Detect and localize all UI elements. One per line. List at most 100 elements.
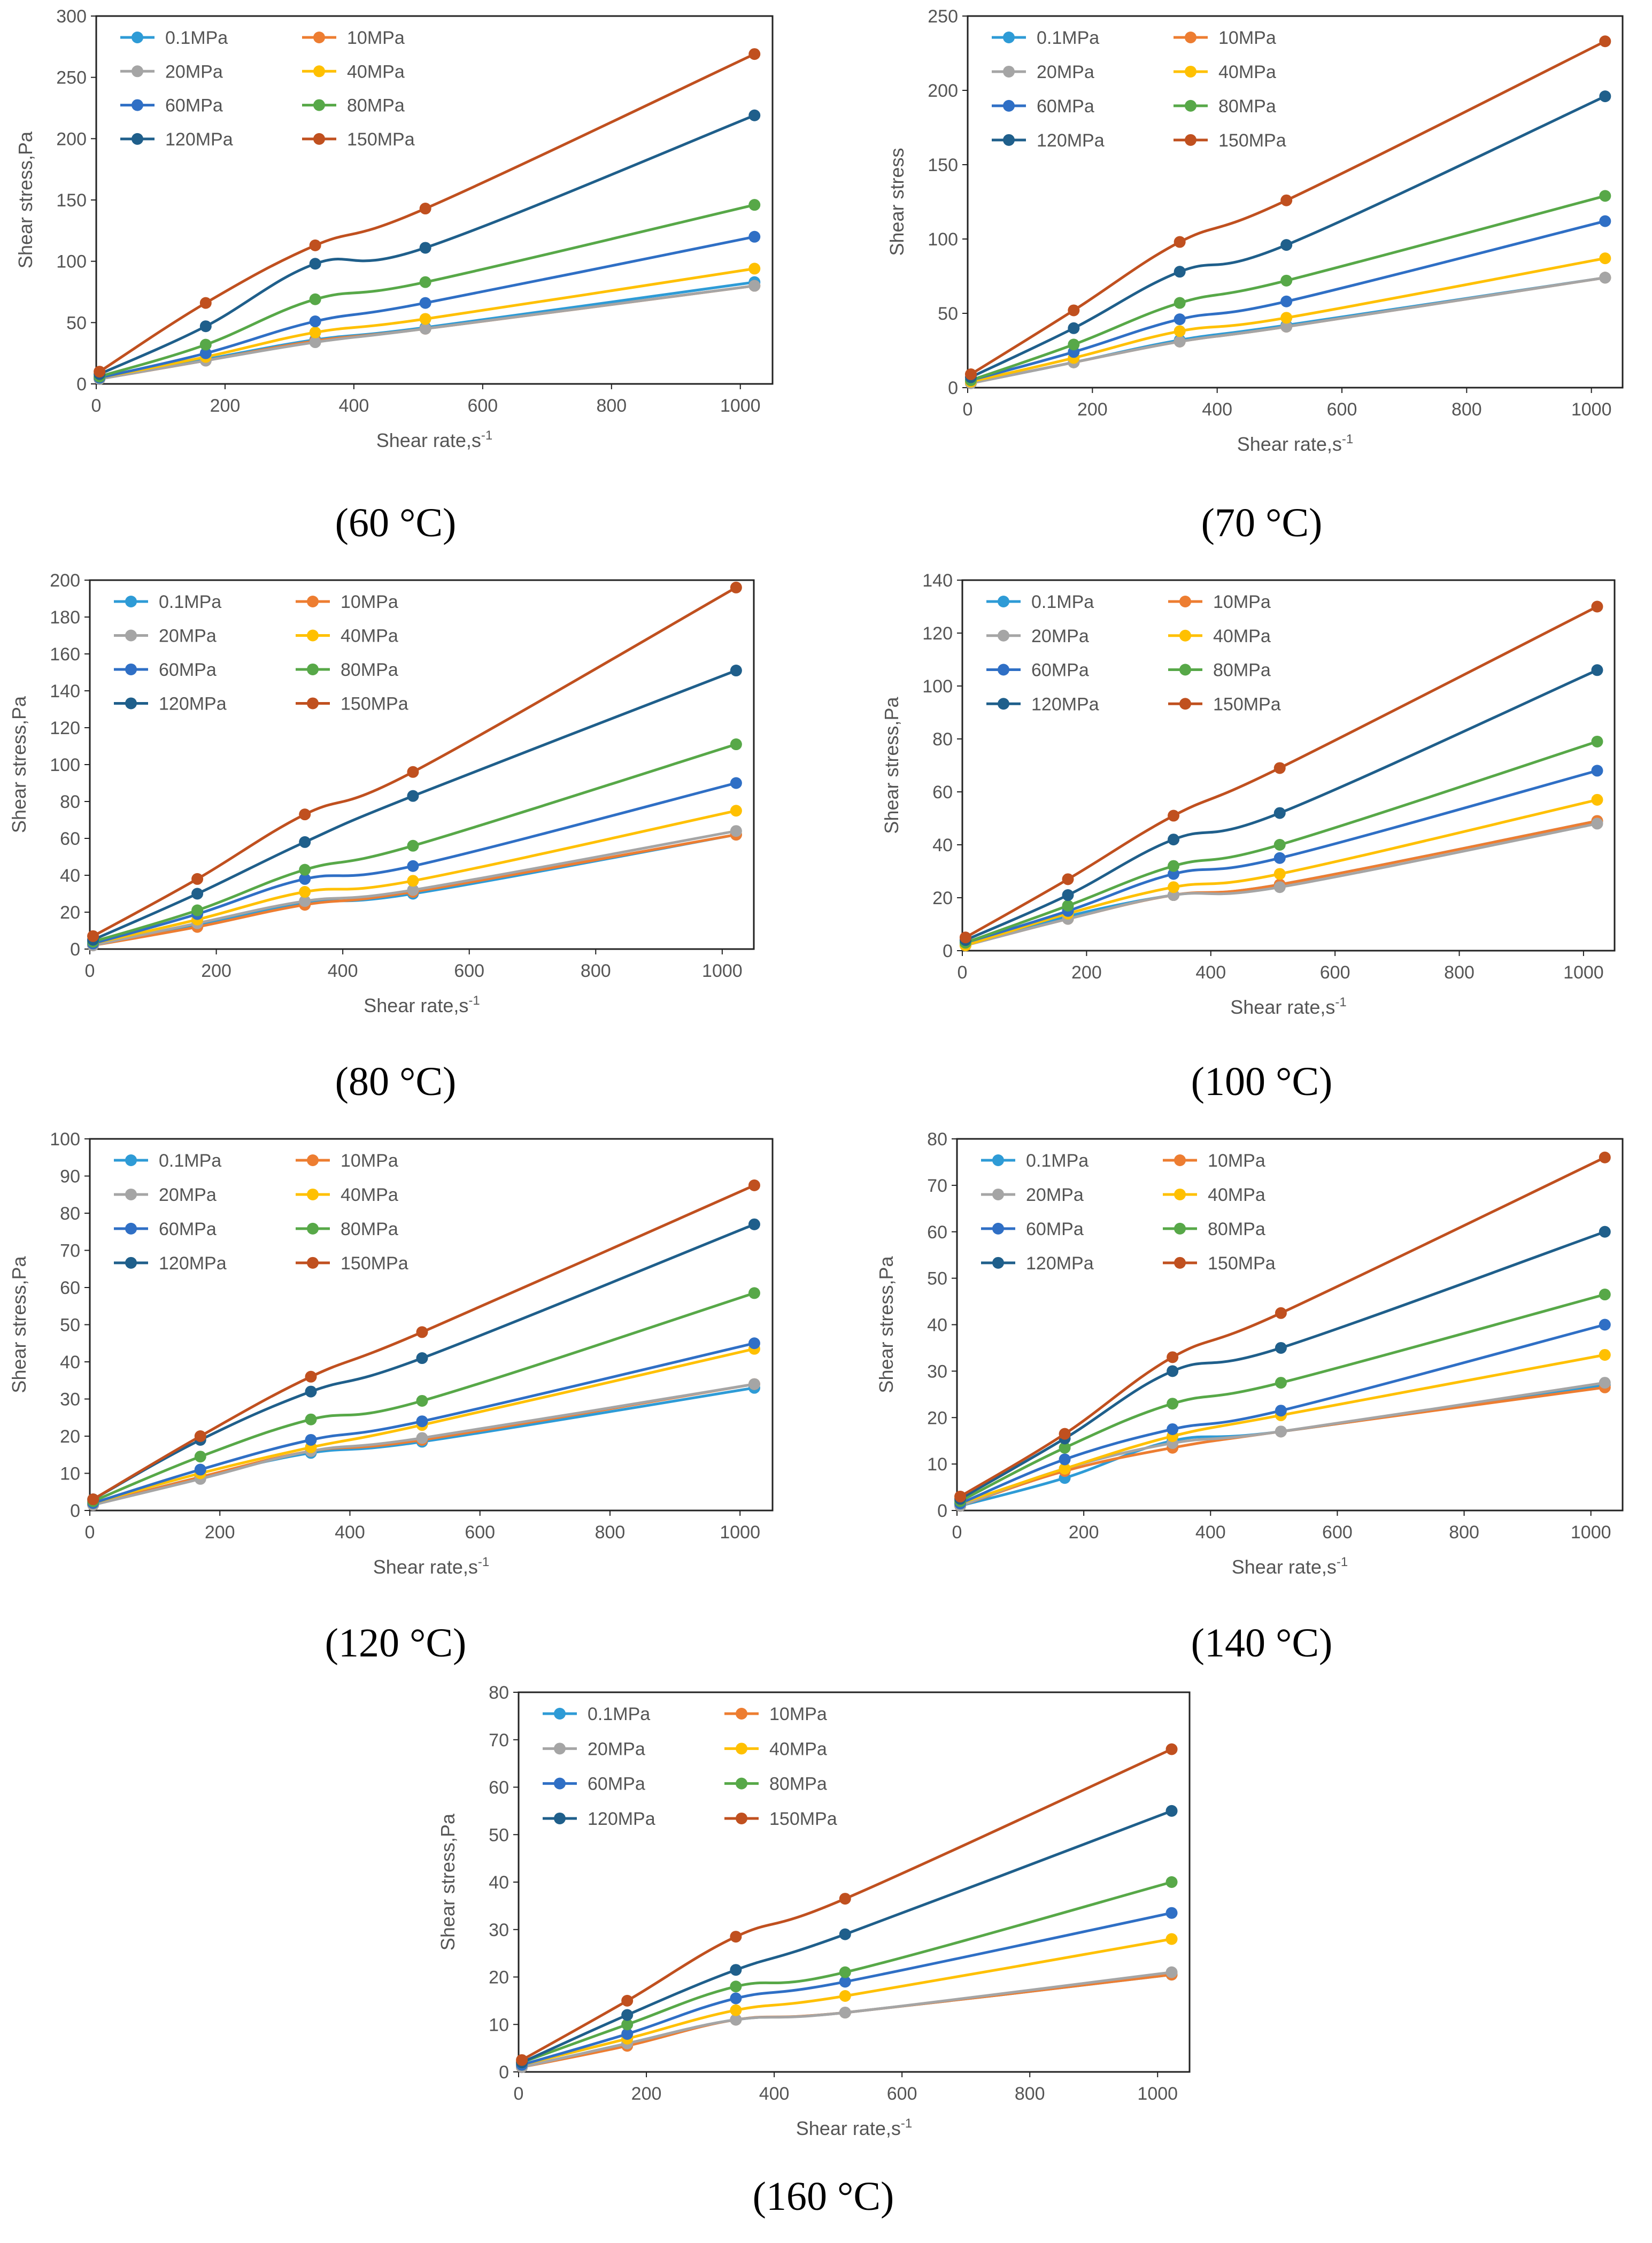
legend-swatch-marker <box>554 1743 566 1755</box>
y-tick-label: 10 <box>60 1464 80 1484</box>
legend-swatch-marker <box>1174 1188 1186 1200</box>
data-point-150MPa <box>1165 1743 1178 1755</box>
data-point-40MPa <box>730 2004 742 2016</box>
x-tick-label: 800 <box>595 1522 626 1543</box>
legend-entry-80MPa: 80MPa <box>769 1774 827 1794</box>
x-tick-label: 800 <box>581 961 611 981</box>
data-point-120MPa <box>621 2009 634 2021</box>
y-tick-label: 100 <box>50 755 80 775</box>
legend-swatch-marker <box>125 1154 137 1166</box>
data-point-20MPa <box>407 884 419 896</box>
x-tick-label: 400 <box>1195 1522 1226 1543</box>
series-line-120MPa <box>959 1230 1605 1500</box>
data-point-20MPa <box>416 1432 428 1444</box>
data-point-80MPa <box>1167 1398 1179 1410</box>
y-axis-label: Shear stress,Pa <box>8 1255 30 1393</box>
x-axis-label: Shear rate,s-1 <box>796 2116 912 2139</box>
legend-swatch-marker <box>125 1222 137 1235</box>
legend-entry-40MPa: 40MPa <box>347 61 405 82</box>
series-line-60MPa <box>92 1342 755 1505</box>
data-point-150MPa <box>1591 600 1603 613</box>
data-point-80MPa <box>730 738 742 751</box>
series-line-120MPa <box>521 1809 1172 2064</box>
legend-swatch-marker <box>125 629 137 642</box>
y-tick-label: 20 <box>489 1968 509 1988</box>
x-tick-label: 800 <box>1452 399 1482 420</box>
series-line-80MPa <box>92 1292 755 1502</box>
legend-swatch-marker <box>125 1257 137 1269</box>
caption-160c: (160 °C) <box>752 2174 894 2219</box>
data-point-40MPa <box>299 886 311 898</box>
data-point-150MPa <box>194 1430 206 1442</box>
series-line-20MPa <box>965 822 1597 947</box>
data-point-150MPa <box>87 1493 99 1506</box>
legend-entry-40MPa: 40MPa <box>769 1739 827 1759</box>
legend-swatch-marker <box>992 1154 1004 1166</box>
data-point-120MPa <box>1068 322 1080 334</box>
legend-entry-20MPa: 20MPa <box>1031 626 1089 646</box>
legend-entry-150MPa: 150MPa <box>1218 130 1286 151</box>
data-point-60MPa <box>299 873 311 885</box>
data-point-150MPa <box>419 203 431 215</box>
y-tick-label: 60 <box>60 829 80 849</box>
data-point-40MPa <box>419 313 431 325</box>
data-point-120MPa <box>1591 664 1603 676</box>
data-point-80MPa <box>194 1451 206 1463</box>
data-point-60MPa <box>419 297 431 309</box>
y-tick-label: 70 <box>60 1241 80 1261</box>
legend-swatch-marker <box>132 133 143 145</box>
data-point-20MPa <box>748 1378 760 1390</box>
series-line-120MPa <box>964 669 1598 942</box>
data-point-60MPa <box>730 777 742 789</box>
data-point-60MPa <box>1599 215 1611 227</box>
data-point-150MPa <box>748 1179 760 1191</box>
legend-entry-10MPa: 10MPa <box>341 1151 398 1171</box>
data-point-40MPa <box>1168 881 1180 893</box>
caption-100c: (100 °C) <box>1191 1059 1333 1104</box>
legend-entry-120MPa: 120MPa <box>1026 1253 1094 1274</box>
caption-140c: (140 °C) <box>1191 1621 1333 1666</box>
data-point-20MPa <box>1599 1377 1611 1389</box>
x-tick-label: 800 <box>1449 1522 1479 1543</box>
y-tick-label: 20 <box>927 1408 947 1428</box>
data-point-150MPa <box>1174 236 1186 248</box>
series-line-40MPa <box>960 1353 1605 1505</box>
legend-entry-0.1MPa: 0.1MPa <box>165 28 228 48</box>
x-tick-label: 200 <box>1077 399 1108 420</box>
data-point-150MPa <box>407 766 419 778</box>
x-axis-label: Shear rate,s-1 <box>364 993 480 1016</box>
series-line-20MPa <box>99 284 755 381</box>
data-point-150MPa <box>1167 1351 1179 1363</box>
legend-swatch-marker <box>1174 1222 1186 1235</box>
series-line-60MPa <box>970 220 1605 382</box>
y-tick-label: 180 <box>50 607 80 628</box>
data-point-80MPa <box>621 2018 634 2031</box>
chart-panel-160c: 0 10 20 30 40 50 60 70 80 0 200 400 600 800 1000 Shear … <box>417 1676 1235 2243</box>
legend-swatch-marker <box>125 1188 137 1200</box>
data-point-150MPa <box>87 930 99 942</box>
data-point-150MPa <box>748 48 761 60</box>
y-tick-label: 50 <box>66 313 87 333</box>
data-point-150MPa <box>964 368 977 380</box>
legend-swatch-marker <box>1174 1154 1186 1166</box>
data-point-80MPa <box>305 1413 317 1425</box>
data-point-80MPa <box>1165 1876 1178 1888</box>
data-point-60MPa <box>309 315 321 328</box>
data-point-80MPa <box>1275 1377 1287 1389</box>
data-point-120MPa <box>199 320 212 333</box>
chart-80c: 0 20 40 60 80 100 120 140 160 180 200 0 200 400 600 800… <box>8 571 755 1016</box>
x-tick-label: 400 <box>335 1522 365 1543</box>
legend-entry-80MPa: 80MPa <box>347 96 405 116</box>
x-tick-label: 0 <box>514 2084 524 2104</box>
legend-entry-20MPa: 20MPa <box>159 626 217 646</box>
series-line-0.1MPa <box>960 1383 1605 1507</box>
data-point-150MPa <box>839 1893 851 1905</box>
data-point-150MPa <box>1068 304 1080 317</box>
series-line-120MPa <box>970 95 1606 379</box>
chart-70c: 0 50 100 150 200 250 0 200 400 600 800 1000 Shear ra… <box>886 6 1624 455</box>
data-point-40MPa <box>1599 1348 1611 1361</box>
legend-entry-60MPa: 60MPa <box>1031 660 1089 681</box>
data-point-80MPa <box>1591 735 1603 747</box>
legend-entry-0.1MPa: 0.1MPa <box>1026 1151 1089 1171</box>
